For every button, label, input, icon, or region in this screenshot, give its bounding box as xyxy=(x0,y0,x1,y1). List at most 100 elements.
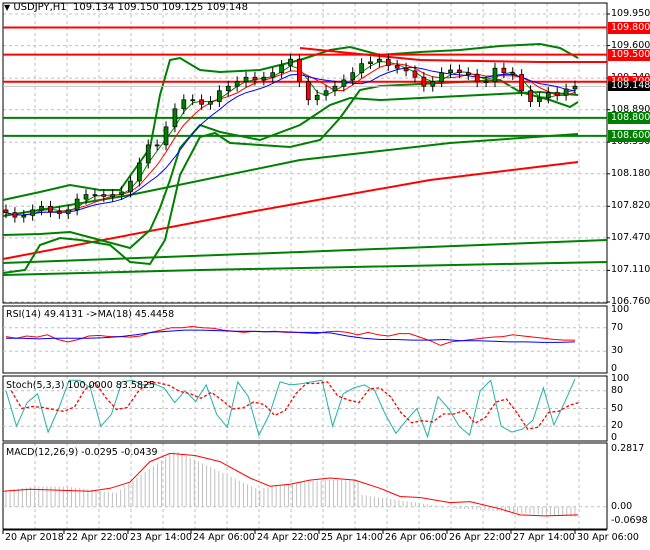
candle-body xyxy=(217,90,222,102)
candle-body xyxy=(234,81,240,87)
time-axis-label: 27 Apr 14:00 xyxy=(513,532,575,543)
ma-200-line xyxy=(2,161,579,260)
candle-body xyxy=(261,76,267,81)
rsi-label: RSI(14) 49.4131 ->MA(18) 45.4458 xyxy=(6,309,175,320)
stoch-axis-tick: 20 xyxy=(611,420,624,432)
time-axis-label: 24 Apr 06:00 xyxy=(193,532,255,543)
candle-body xyxy=(368,61,373,65)
candle-body xyxy=(92,194,98,196)
candle-body xyxy=(394,65,400,69)
dropdown-arrow-icon[interactable]: ▼ xyxy=(4,3,11,12)
candle-body xyxy=(154,144,160,147)
candle-body xyxy=(439,72,444,83)
candle-body xyxy=(350,72,356,81)
macd-panel xyxy=(2,442,608,530)
bollinger-upper xyxy=(2,42,579,201)
candle-body xyxy=(74,198,80,211)
time-axis-label: 24 Apr 22:00 xyxy=(257,532,319,543)
time-axis-label: 22 Apr 22:00 xyxy=(66,532,128,543)
time-axis-label: 20 Apr 2018 xyxy=(5,532,64,543)
time-axis-label: 26 Apr 22:00 xyxy=(449,532,511,543)
candle-body xyxy=(30,209,36,216)
ma-mid-line xyxy=(5,63,576,216)
candle-body xyxy=(501,67,507,74)
stoch-signal-line xyxy=(10,381,581,430)
candle-body xyxy=(314,94,320,101)
time-axis-label: 23 Apr 14:00 xyxy=(130,532,192,543)
time-axis-label: 30 Apr 06:00 xyxy=(577,532,639,543)
rsi-axis-tick: 70 xyxy=(611,321,624,333)
candle-body xyxy=(359,63,364,74)
candle-body xyxy=(483,81,489,84)
candle-body xyxy=(65,209,71,214)
candle-body xyxy=(252,76,258,81)
candle-body xyxy=(56,211,62,214)
level-tag-108.800: 108.800 xyxy=(608,111,650,124)
symbol-label: USDJPY,H1 xyxy=(13,2,67,13)
macd-axis-tick: -0.0698 xyxy=(611,515,648,526)
level-tag-109.800: 109.800 xyxy=(608,21,650,34)
candle-body xyxy=(385,58,391,66)
level-tag-108.600: 108.600 xyxy=(608,129,650,142)
rsi-axis-tick: 0 xyxy=(611,363,618,374)
stoch-axis-tick: 80 xyxy=(611,384,624,396)
current-price-tag: 109.148 xyxy=(608,81,650,92)
candle-body xyxy=(430,81,436,87)
candle-body xyxy=(563,88,569,96)
candle-body xyxy=(421,76,427,87)
stoch-label: Stoch(5,3,3) 100.0000 83.5825 xyxy=(6,380,156,391)
candle-body xyxy=(412,70,418,78)
ohlc-values: 109.134 109.150 109.125 109.148 xyxy=(73,2,248,13)
candle-body xyxy=(465,72,471,75)
price-axis-tick: 107.820 xyxy=(611,200,650,212)
candle-body xyxy=(457,69,462,74)
rsi-panel xyxy=(2,305,608,374)
macd-axis-tick: 0.2817 xyxy=(611,443,645,454)
stoch-axis-tick: 0 xyxy=(611,432,618,443)
candle-body xyxy=(341,79,347,87)
chart-title: ▼ USDJPY,H1 109.134 109.150 109.125 109.… xyxy=(4,2,248,13)
candle-body xyxy=(110,194,116,197)
candle-body xyxy=(137,162,142,182)
main-panel xyxy=(2,2,608,304)
time-axis-label: 26 Apr 06:00 xyxy=(385,532,447,543)
price-axis-tick: 109.600 xyxy=(611,39,650,51)
level-tag-109.500: 109.500 xyxy=(608,48,650,61)
candle-body xyxy=(377,58,382,63)
candle-body xyxy=(305,81,311,101)
price-axis-tick: 109.950 xyxy=(611,8,650,19)
candle-body xyxy=(474,74,480,83)
rsi-ma-line xyxy=(6,329,576,343)
candle-body xyxy=(270,72,276,78)
candle-body xyxy=(21,214,27,218)
candle-body xyxy=(3,209,9,213)
candle-body xyxy=(572,85,578,90)
candle-body xyxy=(101,194,107,197)
rsi-axis-tick: 100 xyxy=(611,304,630,315)
price-axis-tick: 108.890 xyxy=(611,103,650,115)
price-axis-tick: 107.470 xyxy=(611,231,650,243)
trend-line-bottom xyxy=(2,261,608,276)
candle-body xyxy=(492,67,498,83)
candle-body xyxy=(332,85,338,92)
stoch-main-line xyxy=(5,378,576,439)
candle-body xyxy=(83,194,89,200)
stoch-axis-tick: 100 xyxy=(611,373,630,384)
candle-body xyxy=(48,205,53,213)
candle-body xyxy=(403,67,409,72)
candle-body xyxy=(145,144,151,164)
stoch-axis-tick: 50 xyxy=(611,402,624,414)
candle-body xyxy=(128,180,133,193)
candle-body xyxy=(288,58,293,66)
candle-body xyxy=(297,58,302,83)
candle-body xyxy=(279,65,284,74)
candle-body xyxy=(519,74,525,92)
resistance-trend-line xyxy=(299,47,607,63)
candle-body xyxy=(243,76,249,83)
time-axis-label: 25 Apr 14:00 xyxy=(321,532,383,543)
ma-slow-line xyxy=(5,66,576,216)
candle-body xyxy=(172,108,178,128)
candle-body xyxy=(39,205,44,211)
price-axis-tick: 108.180 xyxy=(611,167,650,179)
